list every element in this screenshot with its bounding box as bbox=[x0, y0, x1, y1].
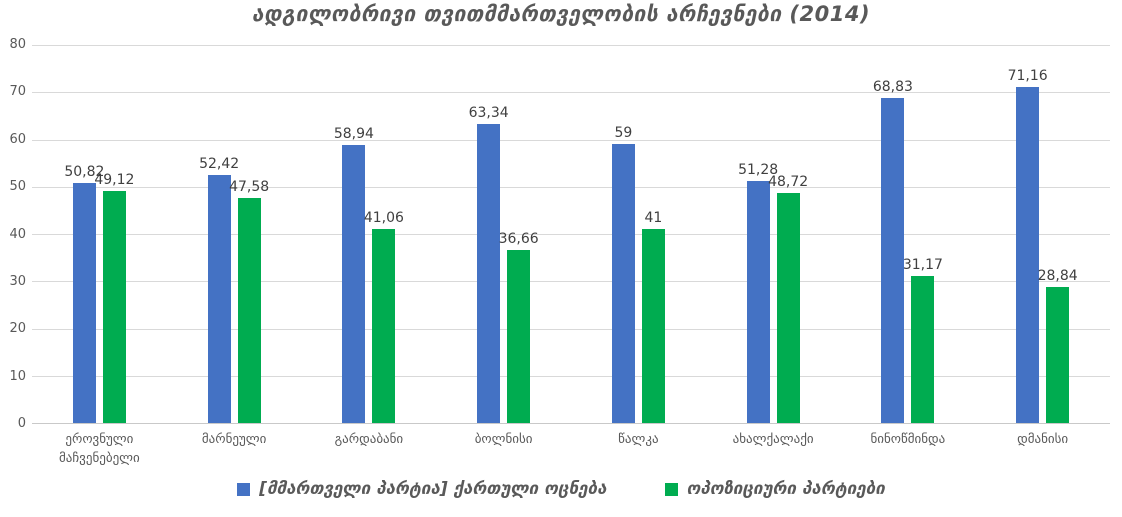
x-category-label: ეროვნული მაჩვენებელი bbox=[59, 432, 140, 466]
x-category-label: წალკა bbox=[618, 432, 659, 447]
bar-value-label: 48,72 bbox=[768, 173, 809, 190]
y-tick-label: 70 bbox=[9, 84, 26, 100]
y-tick-label: 50 bbox=[9, 179, 26, 195]
bar-value-label: 71,16 bbox=[1007, 67, 1048, 84]
bar-groups: 50,82 49,12 52,42 47,58 58,94 41,06 63,34 36,66… bbox=[32, 45, 1110, 423]
bar-opposition: 47,58 bbox=[229, 179, 269, 423]
y-tick-label: 0 bbox=[17, 416, 26, 431]
bar-ruling-party: 50,82 bbox=[64, 164, 104, 423]
legend-swatch-green-icon bbox=[664, 482, 678, 496]
bar-ruling-party: 51,28 bbox=[738, 162, 778, 423]
bar-value-label: 63,34 bbox=[468, 104, 509, 121]
bar-ruling-party: 59 bbox=[611, 125, 635, 423]
bar-group: 50,82 49,12 bbox=[32, 45, 167, 423]
gridline bbox=[32, 281, 1110, 283]
bar-value-label: 52,42 bbox=[199, 156, 240, 173]
bar-value-label: 51,28 bbox=[738, 161, 779, 178]
gridline bbox=[32, 375, 1110, 377]
bar-opposition: 41,06 bbox=[364, 210, 404, 423]
gridline bbox=[32, 92, 1110, 94]
bar-ruling-party: 52,42 bbox=[199, 156, 239, 423]
legend-label-opposition: ოპოზიციური პარტიები bbox=[686, 479, 885, 499]
bar-opposition: 36,66 bbox=[499, 231, 539, 423]
x-axis: ეროვნული მაჩვენებელი მარნეული გარდაბანი ბოლ… bbox=[32, 431, 1110, 469]
bar-value-label: 50,82 bbox=[64, 163, 105, 180]
bar-ruling-party: 68,83 bbox=[873, 79, 913, 423]
bar-opposition: 41 bbox=[641, 210, 665, 423]
legend-item-ruling-party: [მმართველი პარტია] ქართული ოცნება bbox=[237, 479, 607, 499]
y-tick-label: 10 bbox=[9, 368, 26, 384]
bar-value-label: 28,84 bbox=[1037, 267, 1078, 284]
y-tick-label: 20 bbox=[9, 321, 26, 337]
y-tick-label: 40 bbox=[9, 226, 26, 242]
bar-value-label: 59 bbox=[614, 125, 633, 142]
bar-value-label: 36,66 bbox=[498, 230, 539, 247]
bar-value-label: 47,58 bbox=[229, 179, 270, 196]
bar-group: 58,94 41,06 bbox=[302, 45, 437, 423]
legend-item-opposition: ოპოზიციური პარტიები bbox=[664, 479, 885, 499]
y-tick-label: 30 bbox=[9, 273, 26, 289]
gridline bbox=[32, 234, 1110, 235]
x-category-label: გარდაბანი bbox=[334, 432, 404, 447]
legend-label-ruling-party: [მმართველი პარტია] ქართული ოცნება bbox=[259, 479, 607, 499]
y-tick-label: 60 bbox=[9, 131, 26, 147]
y-axis: 0 10 20 30 40 50 60 70 80 bbox=[0, 37, 28, 431]
bar-value-label: 31,17 bbox=[902, 256, 943, 273]
bar-ruling-party: 63,34 bbox=[469, 105, 509, 423]
bar-group: 63,34 36,66 bbox=[436, 45, 571, 423]
bar-ruling-party: 71,16 bbox=[1008, 68, 1048, 423]
gridline bbox=[32, 328, 1110, 330]
bar-opposition: 31,17 bbox=[903, 257, 943, 423]
x-category-label: ნინოწმინდა bbox=[870, 432, 946, 447]
bar-group: 68,83 31,17 bbox=[841, 45, 976, 423]
bar-group: 59 41 bbox=[571, 45, 706, 423]
x-category-label: დმანისი bbox=[1017, 432, 1069, 447]
chart-title: ადგილობრივი თვითმმართველობის არჩევნები (… bbox=[251, 2, 871, 26]
gridline bbox=[32, 139, 1110, 141]
y-tick-label: 80 bbox=[9, 37, 26, 52]
x-category-label: ახალქალაქი bbox=[732, 432, 814, 447]
bar-opposition: 49,12 bbox=[94, 172, 134, 423]
bar-group: 71,16 28,84 bbox=[975, 45, 1110, 423]
bar-ruling-party: 58,94 bbox=[334, 126, 374, 423]
x-category-label: მარნეული bbox=[201, 432, 267, 447]
bar-opposition: 28,84 bbox=[1038, 268, 1078, 423]
bar-value-label: 49,12 bbox=[94, 171, 135, 188]
bar-value-label: 41 bbox=[644, 210, 663, 227]
gridline bbox=[32, 186, 1110, 188]
bar-group: 51,28 48,72 bbox=[706, 45, 841, 423]
bar-value-label: 68,83 bbox=[872, 78, 913, 95]
bar-group: 52,42 47,58 bbox=[167, 45, 302, 423]
x-category-label: ბოლნისი bbox=[474, 432, 533, 447]
legend: [მმართველი პარტია] ქართული ოცნება ოპოზიც… bbox=[0, 479, 1122, 499]
gridline bbox=[32, 45, 1110, 46]
legend-swatch-blue-icon bbox=[237, 482, 251, 496]
plot-area: 50,82 49,12 52,42 47,58 58,94 41,06 63,34 36,66… bbox=[32, 45, 1110, 424]
bar-opposition: 48,72 bbox=[768, 174, 808, 423]
bar-value-label: 58,94 bbox=[333, 125, 374, 142]
bar-value-label: 41,06 bbox=[363, 210, 404, 226]
